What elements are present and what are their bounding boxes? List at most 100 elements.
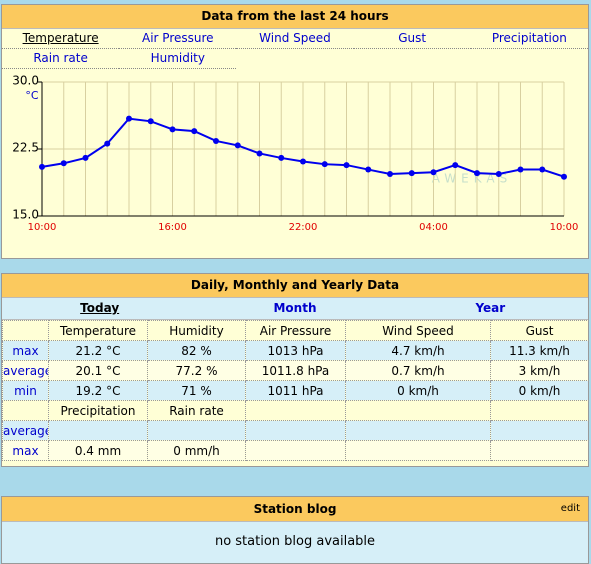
tab[interactable]: Wind Speed (236, 29, 354, 49)
data-point (147, 118, 154, 125)
data-point (213, 137, 219, 144)
row-label: max (2, 340, 49, 361)
cell: 82 % (147, 340, 246, 361)
cell (490, 440, 589, 461)
data-row: average (2, 420, 589, 441)
cell: 71 % (147, 380, 246, 401)
column-header: Precipitation (48, 400, 148, 421)
data-point (39, 163, 45, 170)
data-point (343, 162, 350, 169)
y-tick-label: 22.5 (12, 141, 39, 155)
cell: 3 km/h (490, 360, 589, 381)
column-header (345, 400, 491, 421)
column-header: Temperature (48, 320, 148, 341)
x-tick-label: 10:00 (28, 222, 57, 233)
column-header: Air Pressure (245, 320, 346, 341)
cell: 19.2 °C (48, 380, 148, 401)
header-row: Precipitation Rain rate (2, 400, 589, 421)
data-point (60, 160, 67, 167)
data-point (387, 171, 393, 178)
x-tick-label: 04:00 (419, 222, 448, 233)
blog-header: Station blog edit (2, 497, 588, 522)
column-header: Wind Speed (345, 320, 491, 341)
column-header: Rain rate (147, 400, 246, 421)
tab[interactable]: Air Pressure (119, 29, 237, 49)
cell: 20.1 °C (48, 360, 148, 381)
cell: 0.7 km/h (345, 360, 491, 381)
header-row: Temperature Humidity Air Pressure Wind Spee… (2, 320, 589, 341)
cell (2, 400, 49, 421)
row-label: min (2, 380, 49, 401)
cell: 0 km/h (345, 380, 491, 401)
tab[interactable]: Humidity (119, 49, 237, 69)
cell: 77.2 % (147, 360, 246, 381)
cell (345, 440, 491, 461)
data-point (321, 161, 328, 168)
data-point (474, 170, 480, 177)
row-label: max (2, 440, 49, 461)
history-panel: Data from the last 24 hours Temperature A… (1, 4, 589, 259)
data-row: min 19.2 °C 71 % 1011 hPa 0 km/h 0 km/h (2, 380, 589, 401)
blog-panel: Station blog edit no station blog availa… (1, 496, 589, 564)
data-row: max 0.4 mm 0 mm/h (2, 440, 589, 461)
tab[interactable]: Temperature (2, 29, 120, 49)
panel-title: Station blog (253, 502, 337, 516)
data-point (561, 173, 567, 180)
cell: 0.4 mm (48, 440, 148, 461)
x-tick-label: 16:00 (158, 222, 187, 233)
cell (490, 420, 589, 441)
column-header (490, 400, 589, 421)
data-point (169, 126, 176, 133)
panel-title: Data from the last 24 hours (2, 5, 588, 29)
row-label: average (2, 420, 49, 441)
tab[interactable]: Gust (353, 29, 471, 49)
data-point (300, 158, 306, 165)
tab-bar: Temperature Air Pressure Wind Speed Gust Pre… (2, 29, 588, 69)
data-point (365, 166, 372, 173)
data-row: average 20.1 °C 77.2 % 1011.8 hPa 0.7 km/h 3 … (2, 360, 589, 381)
data-point (408, 170, 415, 177)
data-row: max 21.2 °C 82 % 1013 hPa 4.7 km/h 11.3 km/h (2, 340, 589, 361)
data-point (234, 142, 241, 149)
chart: AWEKAS 15.0 22.5 30.0°C 10:00 16:00 22:00 04:00… (12, 74, 579, 234)
tab[interactable]: Rain rate (2, 49, 120, 69)
period-tab[interactable]: Year (475, 301, 506, 315)
data-point (539, 166, 546, 173)
data-point (517, 166, 524, 173)
column-header (245, 400, 346, 421)
data-point (452, 162, 459, 169)
data-point (256, 150, 263, 157)
panel-title: Daily, Monthly and Yearly Data (2, 274, 588, 298)
watermark: AWEKAS (432, 172, 512, 186)
blog-message: no station blog available (214, 534, 376, 549)
data-point (82, 154, 89, 161)
data-point (495, 171, 502, 178)
cell (345, 420, 491, 441)
cell: 0 mm/h (147, 440, 246, 461)
x-tick-label: 10:00 (550, 222, 579, 233)
cell (245, 440, 346, 461)
cell: 1013 hPa (245, 340, 346, 361)
tab[interactable]: Precipitation (470, 29, 588, 49)
data-point (278, 154, 285, 161)
row-label: average (2, 360, 49, 381)
cell: 1011 hPa (245, 380, 346, 401)
y-axis-unit: °C (25, 89, 39, 102)
data-point (126, 115, 132, 122)
cell (2, 320, 49, 341)
data-point (430, 169, 437, 176)
column-header: Gust (490, 320, 589, 341)
cell: 21.2 °C (48, 340, 148, 361)
column-header: Humidity (147, 320, 246, 341)
data-point (104, 140, 111, 147)
period-tabs: Today Month Year (2, 298, 588, 320)
edit-link[interactable]: edit (560, 503, 580, 514)
period-tab[interactable]: Today (80, 301, 120, 315)
cell: 1011.8 hPa (245, 360, 346, 381)
period-tab[interactable]: Month (273, 301, 317, 315)
cell (48, 420, 148, 441)
cell: 4.7 km/h (345, 340, 491, 361)
data-point (191, 128, 198, 135)
summary-table: Temperature Humidity Air Pressure Wind Spee… (2, 320, 589, 461)
